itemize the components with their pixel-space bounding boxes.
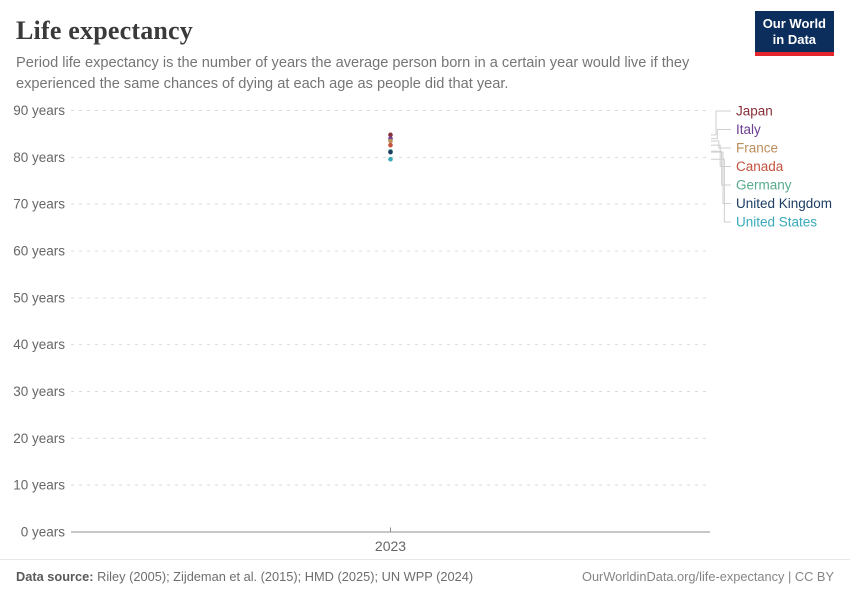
y-tick-label: 20 years [13, 431, 65, 446]
y-tick-label: 10 years [13, 478, 65, 493]
x-tick-label: 2023 [375, 538, 406, 554]
legend-connector [711, 129, 731, 140]
data-source-text: Riley (2005); Zijdeman et al. (2015); HM… [93, 569, 474, 584]
legend-label-united-kingdom[interactable]: United Kingdom [736, 196, 832, 211]
legend-label-france[interactable]: France [736, 141, 778, 156]
legend-connector [711, 151, 731, 204]
owid-logo-line2: in Data [772, 32, 817, 48]
legend-connector [711, 110, 731, 136]
y-tick-label: 0 years [21, 525, 66, 540]
y-tick-label: 80 years [13, 150, 65, 165]
y-tick-label: 70 years [13, 197, 65, 212]
plot-svg: 0 years 10 years 20 years 30 years 40 years 5… [13, 103, 832, 554]
y-tick-label: 60 years [13, 244, 65, 259]
data-source-note: Data source: Riley (2005); Zijdeman et a… [16, 569, 473, 584]
legend-connector [711, 150, 731, 186]
y-tick-label: 50 years [13, 290, 65, 305]
data-point-france[interactable] [388, 138, 393, 144]
legend-connector [711, 144, 731, 167]
chart-header: Life expectancy Period life expectancy i… [16, 16, 740, 95]
legend-connector [711, 140, 731, 149]
owid-logo[interactable]: Our World in Data [754, 11, 834, 56]
data-point-united-kingdom[interactable] [388, 149, 393, 155]
data-source-label: Data source: [16, 569, 94, 584]
data-point-canada[interactable] [388, 142, 393, 148]
y-tick-label: 30 years [13, 384, 65, 399]
legend-label-italy[interactable]: Italy [736, 122, 761, 137]
owid-logo-line1: Our World [762, 16, 826, 31]
owid-citation-link[interactable]: OurWorldinData.org/life-expectancy | CC … [581, 569, 834, 584]
y-tick-label: 90 years [13, 103, 65, 118]
legend-label-japan[interactable]: Japan [736, 104, 773, 119]
page-title: Life expectancy [16, 16, 194, 45]
chart-subtitle: Period life expectancy is the number of … [16, 55, 690, 92]
data-point-united-states[interactable] [388, 156, 393, 162]
plot-area: 0 years 10 years 20 years 30 years 40 years 5… [13, 103, 832, 554]
data-point-japan[interactable] [388, 132, 393, 138]
y-tick-label: 40 years [13, 337, 65, 352]
legend-label-canada[interactable]: Canada [736, 159, 784, 174]
chart-footer: Data source: Riley (2005); Zijdeman et a… [0, 559, 850, 600]
legend-connector [711, 158, 731, 223]
legend-label-united-states[interactable]: United States [736, 215, 817, 230]
legend-label-germany[interactable]: Germany [736, 178, 792, 193]
